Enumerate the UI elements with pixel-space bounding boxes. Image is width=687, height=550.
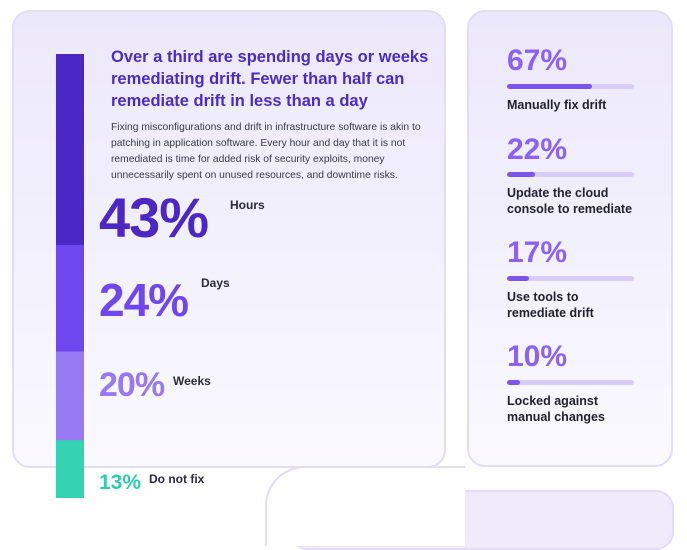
method-fill-manual [507, 84, 593, 89]
stacked-bar-chart [56, 54, 84, 498]
chart-description: Fixing misconfigurations and drift in in… [111, 122, 421, 181]
category-label-hours: Hours [230, 198, 265, 212]
method-fill-console [507, 172, 535, 177]
method-label-console: Update the cloud console to remediate [507, 186, 633, 216]
card-notch [265, 466, 465, 546]
bar-segment-days [56, 244, 84, 352]
category-label-do-not-fix: Do not fix [149, 472, 205, 486]
category-label-days: Days [201, 276, 230, 290]
remediation-time-card [12, 10, 446, 468]
value-label-hours: 43% [99, 186, 209, 249]
method-value-console: 22% [507, 133, 568, 166]
value-label-weeks: 20% [99, 366, 165, 404]
method-fill-tools [507, 276, 529, 281]
method-value-locked: 10% [507, 340, 568, 373]
value-label-do-not-fix: 13% [99, 471, 142, 494]
value-label-days: 24% [99, 274, 189, 326]
method-track-tools [507, 276, 634, 281]
method-label-manual: Manually fix drift [507, 98, 607, 112]
method-value-manual: 67% [507, 44, 568, 77]
method-track-console [507, 172, 634, 177]
method-value-tools: 17% [507, 236, 568, 269]
bar-segment-hours [56, 54, 84, 246]
method-label-tools: Use tools to remediate drift [507, 290, 594, 320]
method-label-locked: Locked against manual changes [507, 394, 605, 424]
method-fill-locked [507, 380, 520, 385]
bar-segment-do-not-fix [56, 440, 84, 498]
method-track-manual [507, 84, 634, 89]
category-label-weeks: Weeks [173, 374, 211, 388]
chart-title: Over a third are spending days or weeks … [111, 48, 429, 110]
method-track-locked [507, 380, 634, 385]
bar-segment-weeks [56, 351, 84, 441]
